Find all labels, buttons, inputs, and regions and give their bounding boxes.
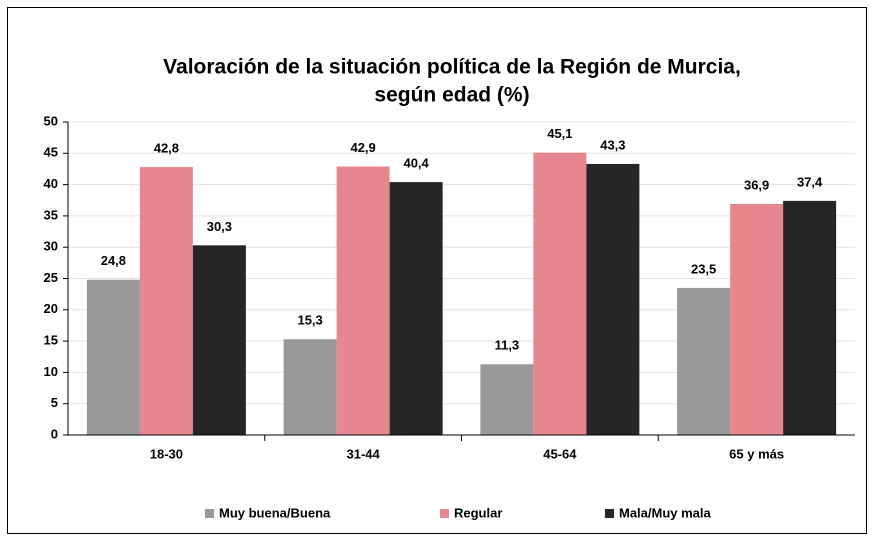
- y-tick-label: 15: [44, 333, 58, 348]
- bar: [730, 204, 784, 435]
- y-tick-label: 40: [44, 176, 58, 191]
- value-label: 40,4: [403, 156, 429, 171]
- value-label: 43,3: [600, 137, 625, 152]
- chart-title: según edad (%): [374, 84, 529, 107]
- legend-label: Regular: [454, 505, 502, 520]
- value-label: 45,1: [547, 126, 572, 141]
- value-label: 23,5: [691, 261, 716, 276]
- y-tick-label: 20: [44, 301, 58, 316]
- value-label: 42,8: [154, 141, 179, 156]
- chart-title: Valoración de la situación política de l…: [163, 56, 741, 79]
- y-tick-label: 50: [44, 113, 58, 128]
- bar: [389, 182, 443, 435]
- bar: [533, 152, 587, 435]
- y-tick-label: 35: [44, 207, 58, 222]
- y-tick-label: 0: [51, 426, 58, 441]
- bar: [192, 245, 246, 435]
- x-tick-label: 18-30: [150, 446, 183, 461]
- y-tick-label: 45: [44, 145, 58, 160]
- legend-label: Muy buena/Buena: [219, 505, 331, 520]
- value-label: 15,3: [297, 313, 322, 328]
- y-tick-label: 5: [51, 395, 58, 410]
- bar: [783, 200, 837, 435]
- y-tick-label: 25: [44, 270, 58, 285]
- legend-swatch: [205, 509, 214, 518]
- legend-swatch: [605, 509, 614, 518]
- bar: [586, 163, 640, 435]
- bar: [139, 167, 193, 435]
- y-tick-label: 10: [44, 364, 58, 379]
- x-tick-label: 65 y más: [729, 446, 784, 461]
- value-label: 30,3: [207, 219, 232, 234]
- value-label: 36,9: [744, 177, 769, 192]
- bar: [336, 166, 390, 436]
- bar: [480, 364, 534, 435]
- value-label: 11,3: [495, 338, 520, 353]
- bar: [283, 339, 337, 435]
- x-tick-label: 31-44: [347, 446, 381, 461]
- x-tick-label: 45-64: [543, 446, 577, 461]
- legend-swatch: [440, 509, 449, 518]
- legend-label: Mala/Muy mala: [619, 505, 712, 520]
- bar: [86, 279, 140, 435]
- y-tick-label: 30: [44, 239, 58, 254]
- value-label: 24,8: [101, 253, 126, 268]
- bar: [677, 287, 731, 435]
- value-label: 42,9: [350, 140, 375, 155]
- value-label: 37,4: [797, 174, 823, 189]
